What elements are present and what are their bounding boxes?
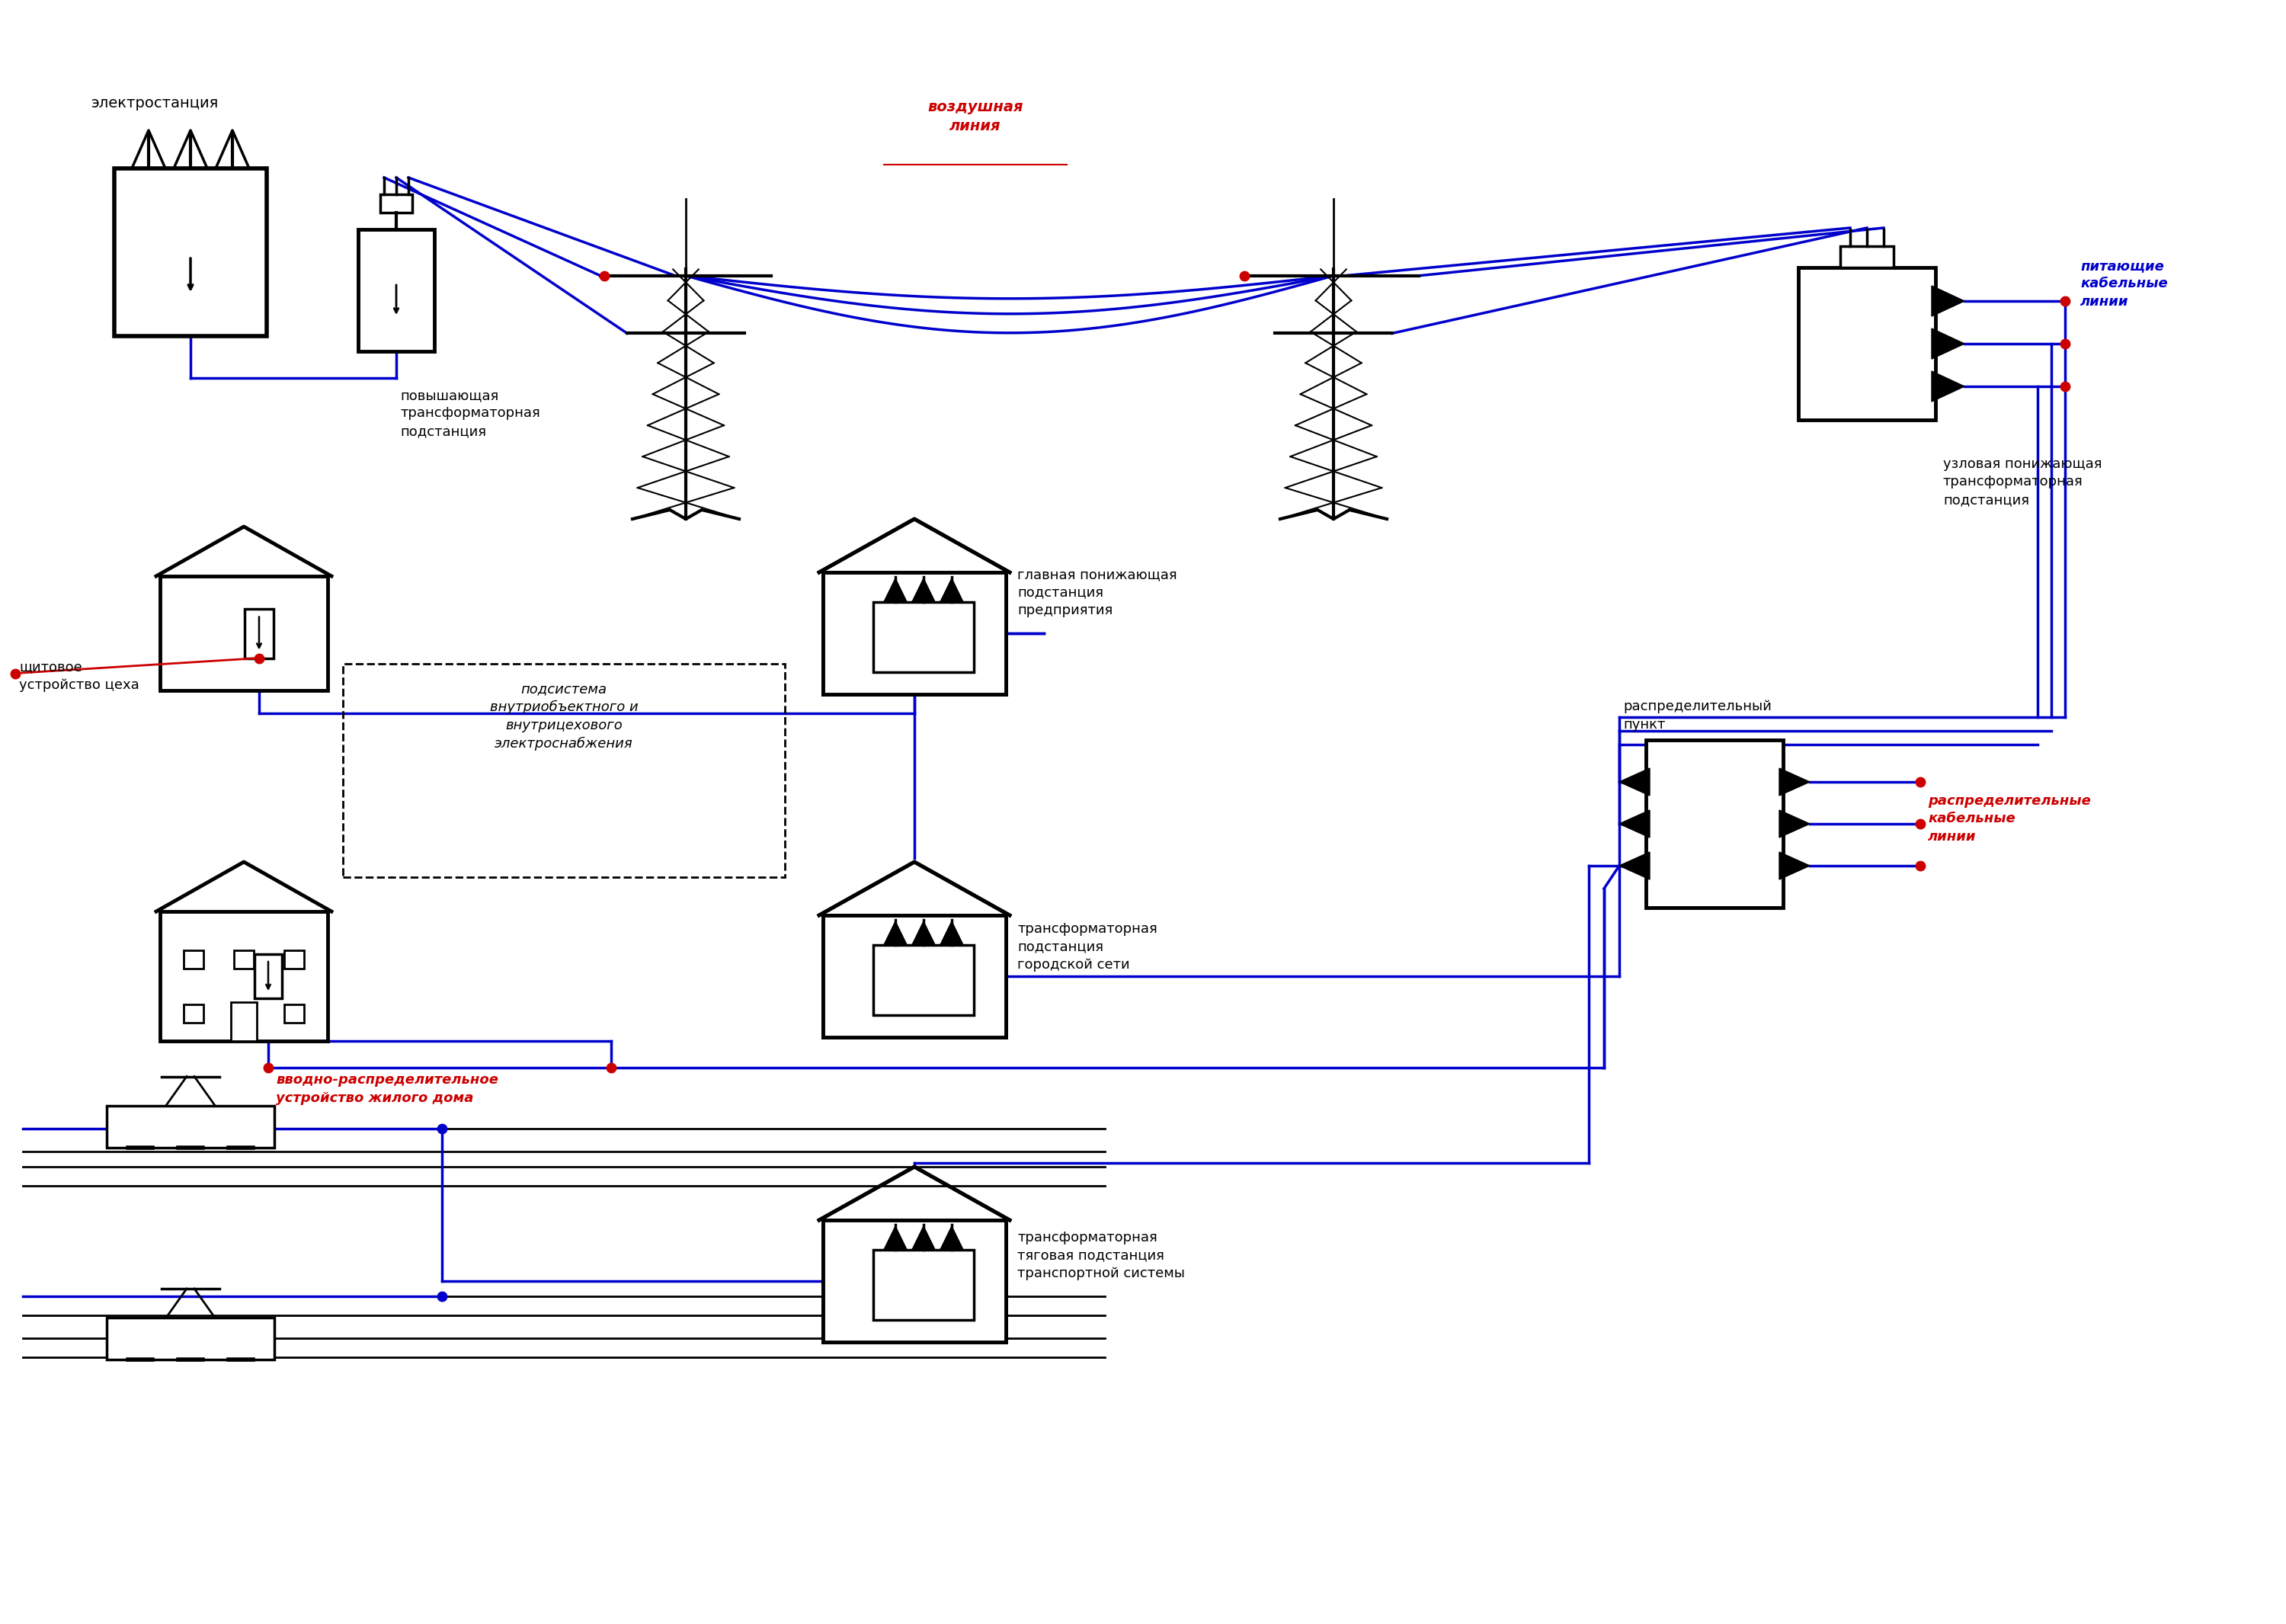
Polygon shape bbox=[912, 580, 935, 603]
Polygon shape bbox=[1779, 810, 1811, 838]
Bar bbox=[1840, 247, 1893, 268]
Bar bbox=[183, 950, 203, 968]
Bar bbox=[873, 603, 974, 672]
Polygon shape bbox=[912, 922, 935, 945]
Bar bbox=[160, 911, 327, 1041]
Polygon shape bbox=[1618, 810, 1650, 838]
Polygon shape bbox=[940, 580, 962, 603]
Bar bbox=[1646, 741, 1783, 908]
Bar bbox=[1799, 268, 1936, 421]
Bar bbox=[114, 169, 267, 336]
Text: распределительный
пункт: распределительный пункт bbox=[1623, 700, 1772, 731]
Bar bbox=[823, 572, 1006, 693]
Polygon shape bbox=[1618, 853, 1650, 880]
Bar bbox=[823, 1220, 1006, 1341]
Polygon shape bbox=[912, 1226, 935, 1249]
Bar bbox=[873, 945, 974, 1015]
Text: щитовое
устройство цеха: щитовое устройство цеха bbox=[18, 659, 139, 692]
Bar bbox=[823, 1220, 1006, 1341]
Polygon shape bbox=[1618, 768, 1650, 796]
Text: распределительные
кабельные
линии: распределительные кабельные линии bbox=[1927, 794, 2092, 843]
Text: главная понижающая
подстанция
предприятия: главная понижающая подстанция предприяти… bbox=[1017, 568, 1177, 617]
Bar bbox=[283, 950, 304, 968]
Polygon shape bbox=[940, 922, 962, 945]
Text: вводно-распределительное
устройство жилого дома: вводно-распределительное устройство жило… bbox=[277, 1073, 498, 1104]
Polygon shape bbox=[1779, 853, 1811, 880]
Bar bbox=[160, 577, 327, 690]
Text: подсистема
внутриобъектного и
внутрицехового
электроснабжения: подсистема внутриобъектного и внутрицехо… bbox=[489, 682, 638, 750]
Bar bbox=[873, 1249, 974, 1320]
Bar bbox=[254, 955, 281, 999]
Bar bbox=[823, 916, 1006, 1038]
Bar bbox=[823, 916, 1006, 1038]
Polygon shape bbox=[885, 580, 908, 603]
Polygon shape bbox=[940, 1226, 962, 1249]
Polygon shape bbox=[1932, 328, 1964, 359]
Bar bbox=[823, 572, 1006, 693]
Text: узловая понижающая
трансформаторная
подстанция: узловая понижающая трансформаторная подс… bbox=[1943, 456, 2103, 507]
Polygon shape bbox=[1779, 768, 1811, 796]
Polygon shape bbox=[885, 922, 908, 945]
Text: питающие
кабельные
линии: питающие кабельные линии bbox=[2080, 258, 2167, 309]
Bar bbox=[245, 609, 274, 658]
Text: электростанция: электростанция bbox=[91, 96, 219, 110]
Polygon shape bbox=[1932, 372, 1964, 401]
Text: воздушная
линия: воздушная линия bbox=[928, 99, 1024, 133]
Text: трансформаторная
тяговая подстанция
транспортной системы: трансформаторная тяговая подстанция тран… bbox=[1017, 1231, 1184, 1280]
Bar bbox=[107, 1317, 274, 1359]
Bar bbox=[231, 1002, 256, 1041]
Bar bbox=[379, 195, 411, 213]
Bar bbox=[233, 950, 254, 968]
Polygon shape bbox=[1932, 286, 1964, 317]
Bar bbox=[359, 229, 434, 351]
Polygon shape bbox=[885, 1226, 908, 1249]
Bar bbox=[183, 1005, 203, 1023]
Bar bbox=[233, 1005, 254, 1023]
Bar bbox=[283, 1005, 304, 1023]
Bar bbox=[107, 1106, 274, 1147]
Text: трансформаторная
подстанция
городской сети: трансформаторная подстанция городской се… bbox=[1017, 922, 1157, 971]
Text: повышающая
трансформаторная
подстанция: повышающая трансформаторная подстанция bbox=[400, 388, 539, 438]
